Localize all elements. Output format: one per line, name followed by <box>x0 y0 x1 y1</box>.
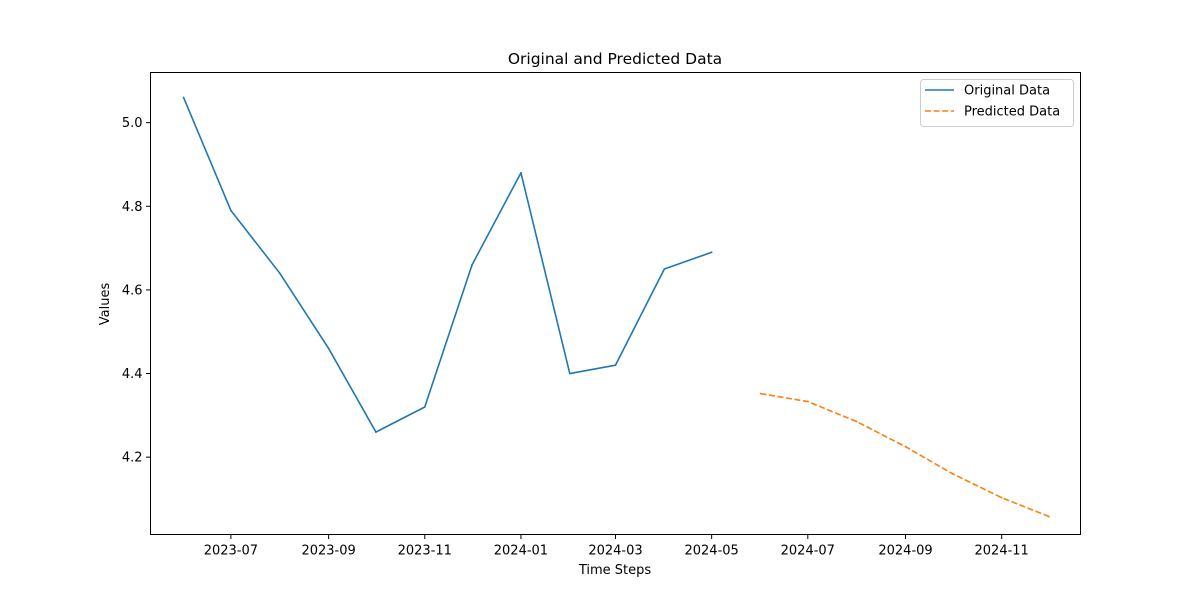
data-point-0-9 <box>614 364 617 367</box>
data-point-0-4 <box>375 431 377 433</box>
data-point-1-2 <box>855 420 858 423</box>
y-tick-label: 5.0 <box>122 116 143 131</box>
data-point-1-1 <box>806 400 809 403</box>
x-tick-label: 2024-03 <box>588 544 642 559</box>
chart-title: Original and Predicted Data <box>508 50 722 68</box>
data-point-0-1 <box>229 209 232 212</box>
x-tick-label: 2024-09 <box>878 544 932 559</box>
data-point-0-11 <box>710 251 713 254</box>
y-axis: 4.2 4.4 4.6 4.8 5.0 <box>122 116 151 466</box>
x-tick-label: 2023-09 <box>301 544 355 559</box>
data-point-1-4 <box>951 472 954 475</box>
data-point-0-3 <box>327 347 330 350</box>
data-point-0-10 <box>663 268 666 270</box>
data-point-0-5 <box>423 406 426 408</box>
data-point-0-6 <box>471 263 473 266</box>
data-point-0-0 <box>182 96 185 99</box>
legend-label-0: Original Data <box>964 84 1050 99</box>
x-tick-label: 2024-07 <box>781 544 835 559</box>
x-axis: 2023-07 2023-09 2023-11 2024-01 2024-03 2024-… <box>204 534 1029 559</box>
y-tick-label: 4.8 <box>122 200 143 215</box>
data-point-0-8 <box>568 372 571 375</box>
x-tick-label: 2024-05 <box>684 544 738 559</box>
x-tick-label: 2023-11 <box>398 544 452 559</box>
data-point-0-2 <box>278 272 281 275</box>
data-point-0-7 <box>520 171 522 174</box>
x-axis-label: Time Steps <box>578 563 652 578</box>
x-tick-label: 2023-07 <box>204 544 258 559</box>
y-tick-label: 4.6 <box>122 283 143 298</box>
x-tick-label: 2024-01 <box>494 544 548 559</box>
data-point-1-6 <box>1048 515 1050 518</box>
data-point-1-3 <box>904 445 907 448</box>
y-tick-label: 4.2 <box>122 451 143 466</box>
legend-label-1: Predicted Data <box>964 105 1060 120</box>
x-tick-label: 2024-11 <box>975 544 1029 559</box>
data-point-1-0 <box>759 392 762 395</box>
data-point-1-5 <box>1000 496 1003 499</box>
series-line-0 <box>182 97 712 433</box>
y-tick-label: 4.4 <box>122 367 143 382</box>
legend-box <box>920 79 1074 127</box>
legend: Original Data Predicted Data <box>920 79 1074 127</box>
y-axis-label: Values <box>98 283 113 326</box>
